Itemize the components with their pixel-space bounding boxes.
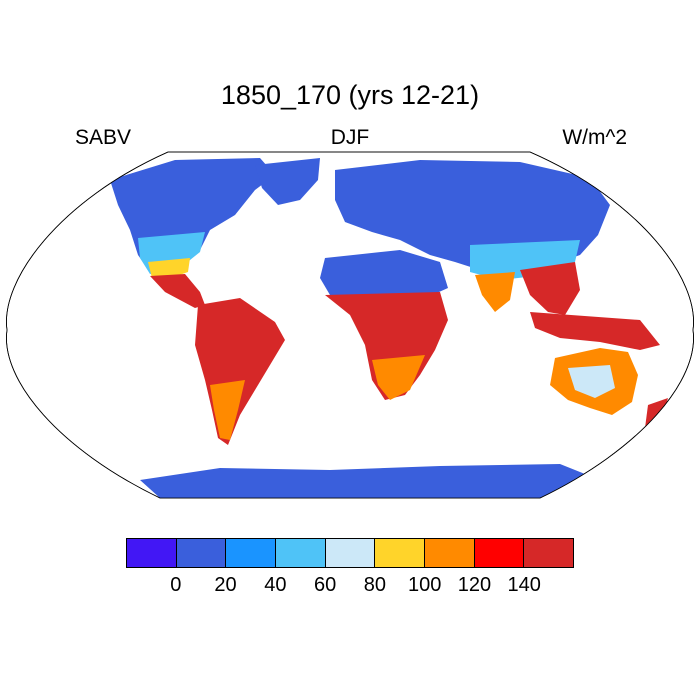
- colorbar-tick-label: 40: [264, 574, 287, 596]
- colorbar-tick-label: 60: [313, 574, 337, 596]
- colorbar-box: [127, 539, 177, 567]
- landmasses: [110, 158, 668, 498]
- colorbar-box: [375, 539, 426, 567]
- variable-label: SABV: [75, 126, 132, 149]
- africa-north: [320, 250, 448, 298]
- colorbar-box: [176, 539, 227, 567]
- colorbar-box: [425, 539, 475, 567]
- india-land: [475, 272, 515, 312]
- globe-border: [6, 151, 694, 499]
- colorbar-tick-label: 100: [407, 574, 442, 596]
- colorbar-labels: 0 20 40 60 80 100 120 140: [0, 574, 700, 600]
- central-america-land: [150, 274, 205, 308]
- south-america-south: [210, 380, 245, 440]
- colorbar-tick-label: 140: [507, 574, 541, 596]
- colorbar: [126, 538, 574, 568]
- antarctica-land: [140, 464, 600, 498]
- colorbar-tick-label: 0: [170, 574, 182, 596]
- colorbar-box: [474, 539, 525, 567]
- season-label: DJF: [330, 126, 370, 149]
- colorbar-tick-label: 120: [457, 574, 492, 596]
- southeast-asia-land: [520, 262, 580, 315]
- colorbar-box: [276, 539, 326, 567]
- colorbar-tick-label: 20: [214, 574, 237, 596]
- indonesia-land: [530, 312, 660, 350]
- new-zealand-land: [645, 398, 668, 428]
- australia-interior: [568, 365, 615, 398]
- colorbar-box: [524, 539, 574, 567]
- colorbar-box: [226, 539, 277, 567]
- colorbar-box: [325, 539, 376, 567]
- colorbar-tick-label: 80: [363, 574, 386, 596]
- plot-title: 1850_170 (yrs 12-21): [220, 80, 480, 110]
- units-label: W/m^2: [562, 126, 627, 149]
- africa-south-tip: [372, 355, 425, 400]
- greenland-land: [255, 158, 320, 205]
